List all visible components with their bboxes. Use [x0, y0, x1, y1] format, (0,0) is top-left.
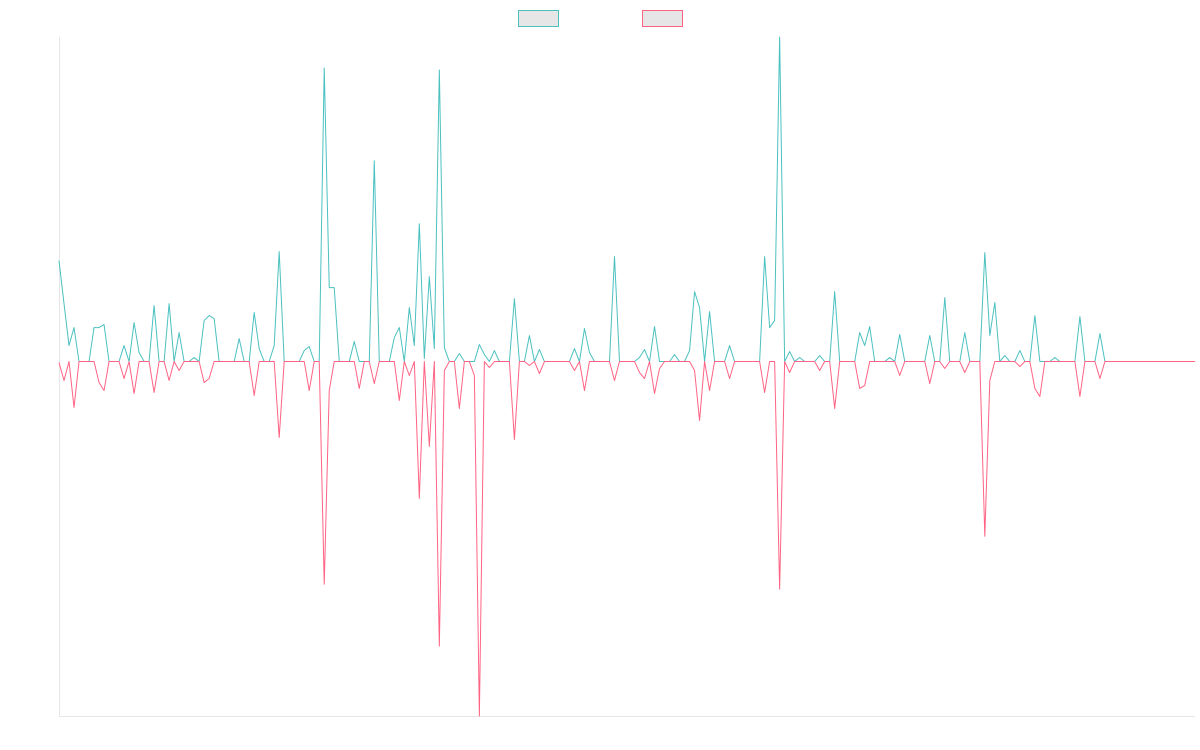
legend-item[interactable] — [518, 10, 559, 27]
series-line — [58, 361, 1195, 717]
legend-swatch — [642, 10, 683, 27]
legend-swatch — [518, 10, 559, 27]
legend-item[interactable] — [642, 10, 683, 27]
series-line — [58, 36, 1195, 363]
